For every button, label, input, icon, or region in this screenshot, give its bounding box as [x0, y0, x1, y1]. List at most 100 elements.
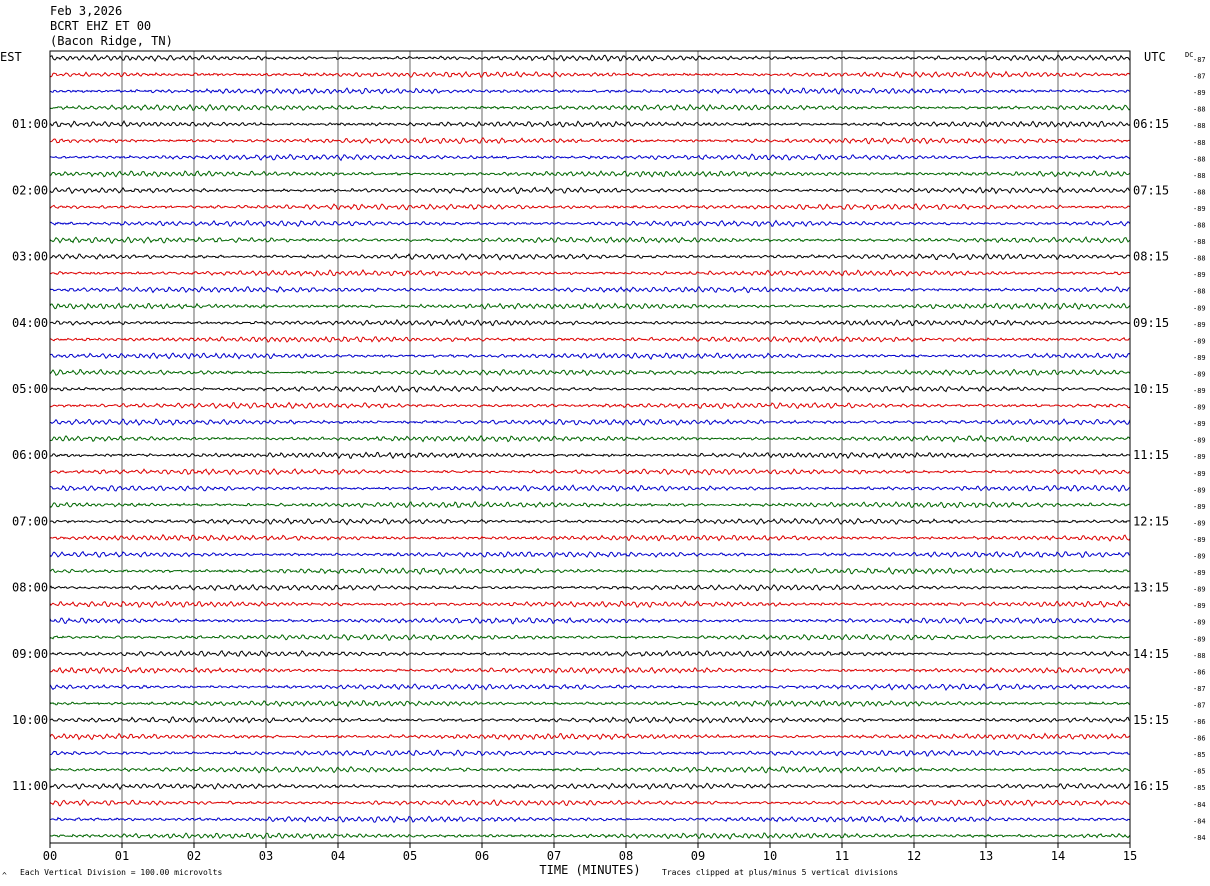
dc-offset-label: -89 — [1193, 89, 1206, 97]
left-hour-label: 03:00 — [12, 250, 48, 264]
seismic-trace-5 — [49, 120, 1131, 128]
seismic-trace-33 — [49, 584, 1131, 592]
x-tick-label: 13 — [979, 849, 993, 863]
seismic-trace-11 — [49, 219, 1131, 228]
seismic-trace-26 — [49, 468, 1131, 476]
seismic-trace-10 — [49, 203, 1131, 211]
right-hour-label: 13:15 — [1133, 581, 1169, 595]
dc-offset-label: -85 — [1193, 768, 1206, 776]
right-hour-label: 10:15 — [1133, 382, 1169, 396]
trace-layer — [49, 53, 1131, 840]
seismic-trace-15 — [49, 286, 1131, 294]
seismic-trace-36 — [49, 633, 1131, 641]
dc-offset-label: -89 — [1193, 486, 1206, 494]
seismic-trace-35 — [49, 617, 1131, 625]
left-hour-label: 01:00 — [12, 117, 48, 131]
seismic-trace-6 — [49, 137, 1131, 145]
dc-offset-label: -88 — [1193, 255, 1206, 263]
dc-offset-label: -88 — [1193, 155, 1206, 163]
seismic-trace-19 — [49, 352, 1131, 360]
dc-offset-label: -86 — [1193, 668, 1206, 676]
seismic-trace-4 — [49, 103, 1131, 112]
x-tick-label: 07 — [547, 849, 561, 863]
grid-layer — [49, 51, 1131, 848]
dc-offset-label: -89 — [1193, 503, 1206, 511]
seismic-trace-14 — [49, 269, 1131, 277]
seismic-trace-40 — [49, 699, 1131, 708]
seismic-trace-7 — [49, 153, 1131, 162]
dc-offset-label: -86 — [1193, 718, 1206, 726]
dc-offset-label: -89 — [1193, 354, 1206, 362]
dc-label: DC — [1185, 51, 1193, 59]
seismic-trace-44 — [49, 765, 1131, 774]
seismic-trace-42 — [49, 732, 1131, 741]
seismic-trace-8 — [49, 170, 1131, 178]
dc-offset-label: -89 — [1193, 586, 1206, 594]
corner-mark: ^ — [2, 871, 7, 880]
dc-offset-label: -89 — [1193, 205, 1206, 213]
left-hour-label: 04:00 — [12, 316, 48, 330]
seismic-trace-1 — [49, 53, 1131, 62]
scale-note: Each Vertical Division = 100.00 microvol… — [20, 868, 222, 877]
dc-offset-label: -89 — [1193, 437, 1206, 445]
seismic-trace-28 — [49, 500, 1131, 509]
x-tick-label: 08 — [619, 849, 633, 863]
seismic-trace-32 — [49, 566, 1131, 575]
dc-offset-label: -86 — [1193, 735, 1206, 743]
dc-offset-label: -88 — [1193, 238, 1206, 246]
left-timezone-label: EST — [0, 50, 22, 64]
dc-offset-label: -88 — [1193, 139, 1206, 147]
dc-offset-label: -85 — [1193, 751, 1206, 759]
dc-offset-label: -88 — [1193, 652, 1206, 660]
dc-offset-label: -89 — [1193, 553, 1206, 561]
seismic-trace-29 — [49, 517, 1131, 526]
x-tick-label: 01 — [115, 849, 129, 863]
dc-offset-label: -89 — [1193, 536, 1206, 544]
right-hour-label: 06:15 — [1133, 117, 1169, 131]
dc-offset-label: -89 — [1193, 337, 1206, 345]
seismic-trace-12 — [49, 236, 1131, 244]
dc-offset-label: -89 — [1193, 321, 1206, 329]
seismic-trace-45 — [49, 782, 1131, 791]
x-tick-label: 06 — [475, 849, 489, 863]
plot-date: Feb 3,2026 — [50, 4, 123, 18]
seismic-trace-47 — [49, 815, 1131, 824]
seismic-trace-25 — [49, 451, 1131, 460]
left-hour-label: 11:00 — [12, 779, 48, 793]
seismic-trace-48 — [49, 832, 1131, 840]
dc-offset-label: -88 — [1193, 288, 1206, 296]
left-hour-label: 09:00 — [12, 647, 48, 661]
right-hour-label: 14:15 — [1133, 647, 1169, 661]
x-tick-label: 15 — [1123, 849, 1137, 863]
label-layer: 00 01 02 03 04 05 06 07 08 09 10 11 12 13 14 15 -87 -87 -8… — [12, 56, 1206, 863]
seismic-trace-2 — [49, 70, 1131, 78]
seismic-trace-21 — [49, 385, 1131, 393]
dc-offset-label: -89 — [1193, 519, 1206, 527]
left-hour-label: 07:00 — [12, 514, 48, 528]
seismic-trace-34 — [49, 600, 1131, 609]
dc-offset-label: -84 — [1193, 817, 1206, 825]
dc-offset-label: -88 — [1193, 188, 1206, 196]
right-hour-label: 08:15 — [1133, 250, 1169, 264]
left-hour-label: 06:00 — [12, 448, 48, 462]
x-axis-title: TIME (MINUTES) — [539, 863, 640, 877]
seismic-trace-46 — [49, 799, 1131, 807]
dc-offset-label: -89 — [1193, 370, 1206, 378]
left-hour-label: 08:00 — [12, 581, 48, 595]
dc-offset-label: -87 — [1193, 685, 1206, 693]
left-hour-label: 10:00 — [12, 713, 48, 727]
seismic-trace-13 — [49, 252, 1131, 261]
right-hour-label: 15:15 — [1133, 713, 1169, 727]
seismic-trace-16 — [49, 302, 1131, 311]
seismic-trace-41 — [49, 716, 1131, 724]
x-tick-label: 04 — [331, 849, 345, 863]
x-tick-label: 09 — [691, 849, 705, 863]
dc-offset-label: -89 — [1193, 453, 1206, 461]
station-location: (Bacon Ridge, TN) — [50, 34, 173, 48]
dc-offset-label: -88 — [1193, 172, 1206, 180]
right-hour-label: 16:15 — [1133, 779, 1169, 793]
dc-offset-label: -87 — [1193, 73, 1206, 81]
clip-note: Traces clipped at plus/minus 5 vertical … — [662, 868, 898, 877]
x-tick-label: 14 — [1051, 849, 1065, 863]
